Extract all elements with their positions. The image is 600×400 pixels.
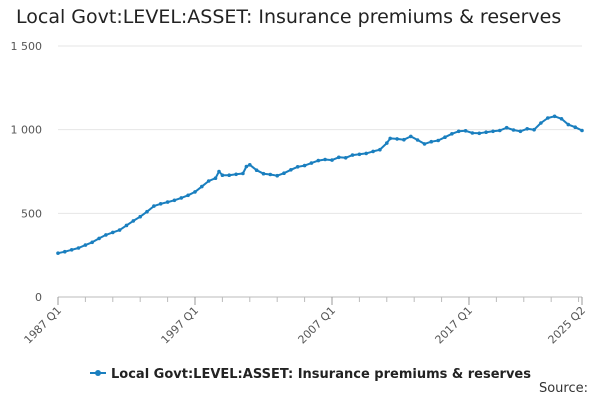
data-point bbox=[525, 127, 529, 131]
data-point bbox=[172, 198, 177, 203]
data-point bbox=[302, 163, 307, 168]
data-point bbox=[566, 122, 571, 127]
data-point bbox=[282, 171, 286, 175]
data-point bbox=[244, 164, 249, 169]
data-point bbox=[364, 151, 369, 156]
y-tick-label: 1 500 bbox=[11, 40, 43, 53]
data-point bbox=[200, 184, 204, 189]
data-point bbox=[111, 230, 115, 235]
data-point bbox=[90, 240, 94, 245]
data-point bbox=[117, 228, 122, 232]
x-tick-label: 2007 Q1 bbox=[296, 304, 339, 347]
data-point bbox=[378, 147, 382, 152]
data-point bbox=[186, 193, 190, 198]
data-point bbox=[511, 128, 516, 132]
data-point bbox=[234, 172, 238, 177]
data-point bbox=[532, 127, 536, 132]
data-point bbox=[83, 243, 88, 247]
data-point bbox=[220, 173, 225, 177]
data-point bbox=[477, 131, 482, 136]
series-line bbox=[57, 115, 583, 255]
data-point bbox=[463, 129, 468, 133]
data-point bbox=[97, 236, 101, 241]
data-point bbox=[491, 129, 495, 134]
data-point bbox=[289, 168, 293, 172]
data-point bbox=[573, 125, 577, 129]
data-point bbox=[402, 137, 406, 142]
data-point bbox=[213, 176, 218, 180]
data-point bbox=[241, 171, 245, 176]
data-point bbox=[470, 131, 475, 135]
data-point bbox=[357, 152, 362, 157]
data-point bbox=[152, 204, 156, 208]
data-point bbox=[158, 202, 163, 206]
data-point bbox=[518, 129, 523, 134]
data-point bbox=[371, 149, 375, 154]
data-point bbox=[295, 165, 300, 169]
data-point bbox=[145, 209, 149, 214]
data-point bbox=[422, 142, 427, 146]
data-point bbox=[69, 248, 74, 252]
data-point bbox=[206, 179, 211, 183]
data-point bbox=[385, 141, 389, 145]
y-tick-label: 1 000 bbox=[11, 124, 43, 137]
data-point bbox=[63, 249, 67, 254]
data-point bbox=[275, 173, 280, 178]
y-tick-label: 0 bbox=[35, 291, 42, 304]
y-tick-label: 500 bbox=[21, 207, 42, 220]
data-point bbox=[415, 138, 420, 142]
data-point bbox=[456, 129, 461, 134]
data-point bbox=[56, 251, 60, 255]
chart-title: Local Govt:LEVEL:ASSET: Insurance premiu… bbox=[16, 6, 562, 28]
data-point bbox=[254, 168, 259, 172]
data-point bbox=[316, 158, 321, 163]
x-tick-label: 1987 Q1 bbox=[22, 304, 65, 347]
data-point bbox=[217, 169, 221, 174]
data-point bbox=[323, 157, 327, 162]
data-point bbox=[395, 137, 399, 141]
source-label: Source: bbox=[538, 381, 588, 396]
data-point bbox=[539, 121, 543, 125]
data-point bbox=[165, 200, 170, 204]
data-point bbox=[388, 136, 393, 141]
data-point bbox=[131, 219, 136, 223]
data-point bbox=[443, 135, 447, 139]
data-point bbox=[337, 155, 341, 160]
data-point bbox=[546, 116, 550, 120]
data-point bbox=[124, 223, 129, 228]
data-point bbox=[330, 158, 334, 162]
data-point bbox=[193, 190, 197, 194]
data-point bbox=[559, 117, 564, 121]
data-point bbox=[504, 125, 509, 130]
x-tick-label: 2025 Q2 bbox=[546, 304, 589, 347]
data-point bbox=[227, 173, 231, 177]
x-tick-label: 1997 Q1 bbox=[159, 304, 202, 347]
data-point bbox=[552, 114, 557, 119]
legend-marker-dot bbox=[95, 370, 101, 376]
data-point bbox=[409, 134, 413, 139]
data-point bbox=[350, 153, 355, 157]
data-point bbox=[580, 128, 584, 133]
data-point bbox=[261, 171, 266, 176]
data-point bbox=[179, 196, 184, 200]
data-point bbox=[436, 138, 441, 143]
data-point bbox=[309, 161, 314, 165]
data-point bbox=[484, 130, 488, 134]
data-point bbox=[450, 132, 454, 136]
data-point bbox=[104, 233, 108, 237]
data-point bbox=[248, 163, 252, 167]
data-point bbox=[498, 128, 502, 133]
data-point bbox=[76, 246, 81, 250]
x-tick-label: 2017 Q1 bbox=[433, 304, 476, 347]
data-point bbox=[429, 139, 434, 144]
data-point bbox=[138, 214, 142, 219]
data-point bbox=[268, 172, 273, 177]
data-point bbox=[343, 156, 348, 160]
legend-label: Local Govt:LEVEL:ASSET: Insurance premiu… bbox=[111, 367, 531, 382]
